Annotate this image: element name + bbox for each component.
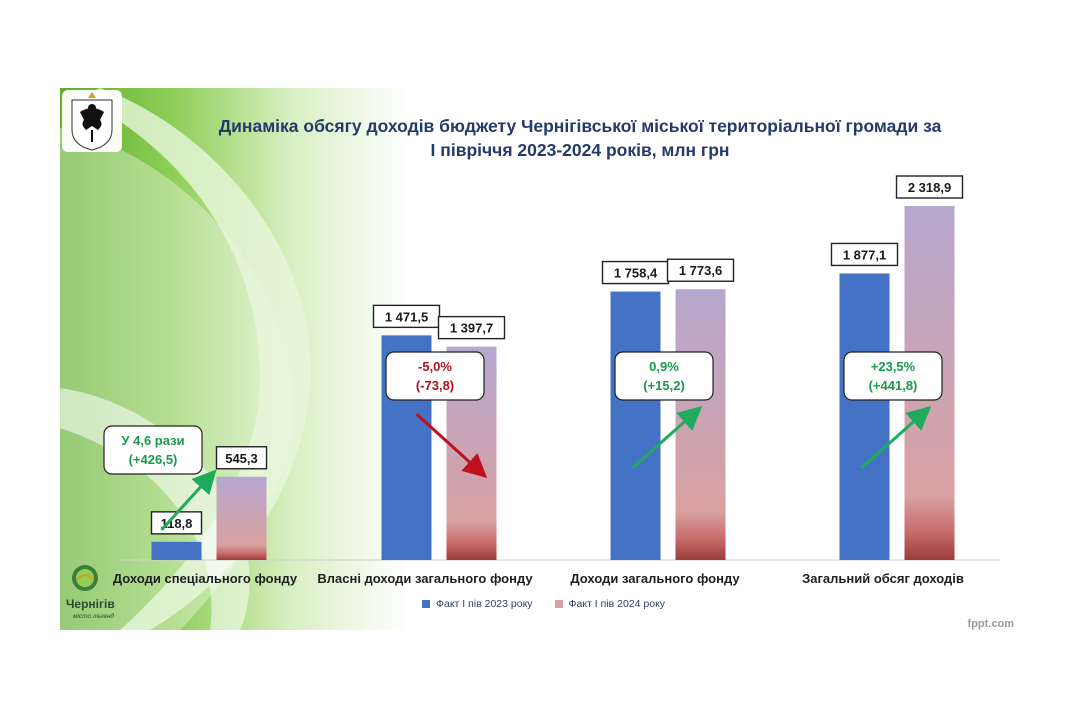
data-label-box [895, 175, 964, 199]
legend: Факт І пів 2023 року Факт І пів 2024 рок… [422, 598, 665, 610]
annotation-change: -5,0% [418, 359, 452, 374]
data-label: 1 758,4 [614, 266, 658, 281]
bar-2023 [610, 291, 661, 560]
chart-title: Динаміка обсягу доходів бюджету Чернігів… [180, 114, 980, 162]
legend-label: Факт І пів 2024 року [568, 598, 666, 610]
legend-label: Факт І пів 2023 року [436, 598, 533, 610]
city-slogan: місто легенд [73, 613, 115, 620]
annotation-box [614, 351, 714, 401]
annotation-change: 0,9% [649, 359, 679, 374]
bar-2023 [839, 273, 890, 560]
chart-title-line1: Динаміка обсягу доходів бюджету Чернігів… [218, 116, 942, 136]
annotation-delta: (+441,8) [869, 378, 918, 393]
category-label: Доходи загального фонду [570, 571, 740, 586]
annotation-box [385, 351, 485, 401]
trend-up-arrow [860, 406, 932, 470]
coat-of-arms-logo [62, 90, 122, 152]
data-label: 545,3 [225, 451, 258, 466]
annotation-delta: (-73,8) [416, 378, 454, 393]
data-label: 1 877,1 [843, 247, 886, 262]
trend-down-arrow [415, 412, 488, 479]
bar-2024 [216, 476, 267, 560]
data-label: 2 318,9 [908, 180, 951, 195]
data-label-box [830, 242, 899, 267]
data-label: 118,8 [161, 516, 193, 531]
data-label-box [666, 258, 735, 282]
city-emblem [72, 565, 98, 591]
legend-swatch-2024 [554, 600, 563, 608]
category-label: Загальний обсяг доходів [802, 571, 964, 586]
annotation-delta: (+426,5) [129, 452, 178, 467]
legend-item-2024: Факт І пів 2024 року [554, 598, 666, 610]
chart: 118,8 545,3 У 4,6 рази (+426,5) 1 471,5 1 397… [60, 88, 1022, 630]
trend-up-arrow [160, 469, 217, 532]
trend-up-arrow [631, 406, 703, 470]
category-label: Власні доходи загального фонду [317, 571, 533, 586]
data-label: 1 471,5 [385, 309, 428, 324]
data-label-box [215, 446, 268, 470]
annotation-change: +23,5% [871, 359, 916, 374]
chart-title-line2: І півріччя 2023-2024 років, млн грн [430, 140, 730, 160]
legend-item-2023: Факт І пів 2023 року [422, 598, 533, 610]
data-label-box [437, 315, 506, 340]
annotation-box [103, 425, 203, 475]
watermark: fppt.com [967, 618, 1014, 630]
data-label: 1 773,6 [679, 263, 722, 278]
legend-swatch-2023 [422, 600, 430, 608]
annotation-change: У 4,6 рази [121, 433, 184, 448]
data-label: 1 397,7 [450, 321, 493, 336]
bar-2023 [151, 541, 202, 560]
annotation-box [843, 351, 943, 401]
category-label: Доходи спеціального фонду [112, 571, 298, 586]
annotation-delta: (+15,2) [643, 378, 685, 393]
city-name: Чернігів [66, 597, 115, 611]
slide: 118,8 545,3 У 4,6 рази (+426,5) 1 471,5 1 397… [60, 88, 1022, 630]
